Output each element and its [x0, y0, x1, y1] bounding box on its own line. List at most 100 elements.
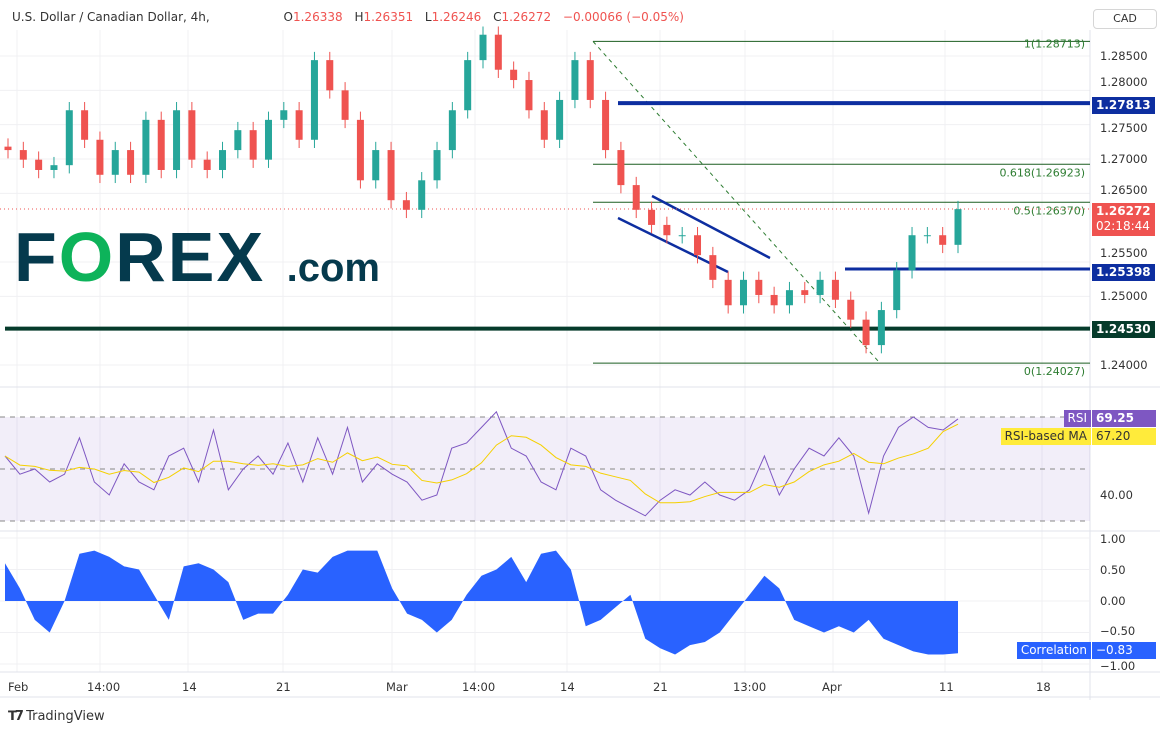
time-tick: Feb: [8, 680, 29, 694]
candle: [816, 279, 824, 295]
time-tick: 21: [653, 680, 668, 694]
candle: [448, 110, 456, 151]
candle: [326, 60, 334, 91]
candle: [264, 119, 272, 160]
candle: [893, 270, 901, 311]
price-tick: 1.28500: [1100, 49, 1148, 63]
close-label: C: [493, 10, 502, 24]
candle: [709, 255, 717, 280]
candle: [81, 110, 89, 140]
candle: [510, 69, 518, 81]
candle: [19, 150, 27, 160]
high-label: H: [354, 10, 364, 24]
price-tick: 1.27500: [1100, 120, 1148, 135]
candle: [50, 165, 58, 170]
candle: [494, 34, 502, 70]
candle: [173, 110, 181, 170]
candle: [356, 119, 364, 181]
candle: [157, 119, 165, 170]
candle: [479, 34, 487, 61]
price-tick: 1.27000: [1100, 152, 1148, 166]
candle: [310, 60, 318, 140]
time-tick: 14: [182, 680, 197, 694]
candle: [387, 150, 395, 201]
tradingview-branding[interactable]: ꓔ7 TradingView: [8, 709, 105, 724]
candle: [249, 130, 257, 160]
price-tick: 1.24000: [1100, 358, 1148, 372]
time-tick: 11: [939, 680, 954, 694]
candle: [203, 159, 211, 170]
level-tag-1: 1.27813: [1092, 97, 1155, 114]
level-tag-3: 1.24530: [1092, 321, 1155, 338]
candle: [724, 279, 732, 306]
close-value: 1.26272: [501, 10, 552, 24]
candle: [4, 146, 12, 151]
candle: [341, 90, 349, 120]
price-tick: 1.26500: [1100, 183, 1148, 198]
candle: [234, 130, 242, 151]
symbol-header: U.S. Dollar / Canadian Dollar, 4h, O1.26…: [12, 10, 688, 24]
candle: [617, 150, 625, 186]
currency-button[interactable]: CAD: [1093, 9, 1157, 29]
candle: [602, 99, 610, 151]
fib-label: 0.5(1.26370): [1013, 204, 1085, 217]
candle: [127, 150, 135, 175]
time-tick: 18: [1036, 680, 1051, 694]
candle: [770, 294, 778, 306]
candle: [219, 150, 227, 170]
candle: [847, 299, 855, 320]
candle: [908, 235, 916, 271]
candle: [96, 139, 104, 175]
last-price-tag: 1.26272 02:18:44: [1092, 203, 1155, 236]
time-tick: 14:00: [462, 680, 496, 694]
price-tick: 1.28000: [1100, 75, 1148, 90]
candle: [433, 150, 441, 181]
candle: [632, 185, 640, 210]
open-value: 1.26338: [292, 10, 343, 24]
open-label: O: [283, 10, 293, 24]
logo-rex: REX: [115, 218, 266, 296]
candle: [831, 279, 839, 300]
time-tick: 13:00: [733, 680, 767, 694]
time-tick: Apr: [822, 680, 842, 694]
candle: [280, 110, 288, 120]
symbol-title: U.S. Dollar / Canadian Dollar, 4h,: [12, 10, 210, 24]
candle: [295, 110, 303, 140]
candle: [464, 60, 472, 111]
fib-label: 0.618(1.26923): [999, 166, 1085, 179]
correlation-tick: 0.50: [1100, 562, 1126, 577]
candle: [540, 110, 548, 140]
time-tick: 21: [276, 680, 291, 694]
low-label: L: [424, 10, 432, 24]
candle: [35, 159, 43, 170]
rsi-label: RSI: [1063, 410, 1091, 427]
low-value: 1.26246: [431, 10, 482, 24]
candle: [954, 209, 962, 245]
bar-countdown: 02:18:44: [1096, 219, 1150, 233]
rsi-ma-label: RSI-based MA: [1000, 428, 1091, 445]
correlation-area: [5, 550, 958, 655]
candle: [571, 60, 579, 100]
price-tick: 1.25000: [1100, 289, 1148, 304]
candle: [418, 180, 426, 210]
candle: [755, 279, 763, 295]
candle: [65, 110, 73, 166]
logo-o: O: [58, 218, 116, 296]
channel-upper: [651, 194, 771, 260]
correlation-tick: −0.50: [1100, 623, 1136, 638]
candle: [694, 235, 702, 256]
rsi-line: [4, 410, 959, 517]
candle: [801, 290, 809, 295]
rsi-ma-value: 67.20: [1092, 428, 1156, 445]
candle: [402, 200, 410, 210]
last-price: 1.26272: [1096, 204, 1151, 218]
forex-logo: FOREX .com: [14, 222, 380, 303]
change-value: −0.00066 (−0.05%): [562, 10, 684, 24]
candle: [586, 60, 594, 100]
candle: [785, 290, 793, 306]
candle: [372, 150, 380, 181]
candle: [663, 224, 671, 236]
level-tag-2: 1.25398: [1092, 264, 1155, 281]
